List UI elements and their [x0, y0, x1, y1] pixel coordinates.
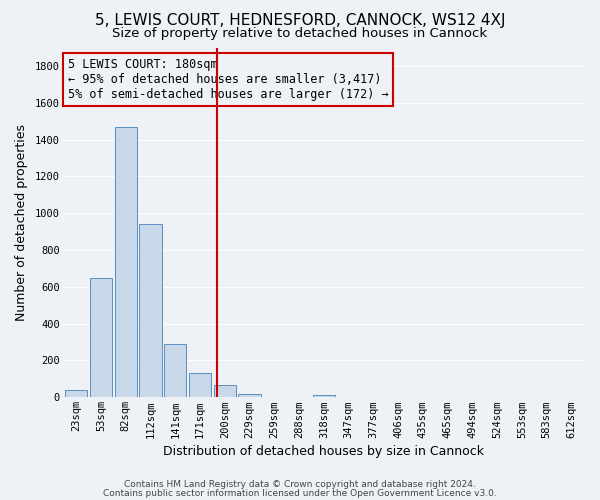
Bar	[139, 224, 162, 398]
Bar	[115, 126, 137, 398]
Text: Contains public sector information licensed under the Open Government Licence v3: Contains public sector information licen…	[103, 488, 497, 498]
Text: Size of property relative to detached houses in Cannock: Size of property relative to detached ho…	[112, 28, 488, 40]
Text: 5, LEWIS COURT, HEDNESFORD, CANNOCK, WS12 4XJ: 5, LEWIS COURT, HEDNESFORD, CANNOCK, WS1…	[95, 12, 505, 28]
Y-axis label: Number of detached properties: Number of detached properties	[15, 124, 28, 321]
Bar	[65, 390, 88, 398]
Text: Contains HM Land Registry data © Crown copyright and database right 2024.: Contains HM Land Registry data © Crown c…	[124, 480, 476, 489]
Bar	[313, 396, 335, 398]
Bar	[214, 386, 236, 398]
Bar	[90, 278, 112, 398]
Bar	[164, 344, 187, 398]
Bar	[189, 374, 211, 398]
Bar	[238, 394, 261, 398]
Text: 5 LEWIS COURT: 180sqm
← 95% of detached houses are smaller (3,417)
5% of semi-de: 5 LEWIS COURT: 180sqm ← 95% of detached …	[68, 58, 389, 101]
X-axis label: Distribution of detached houses by size in Cannock: Distribution of detached houses by size …	[163, 444, 484, 458]
